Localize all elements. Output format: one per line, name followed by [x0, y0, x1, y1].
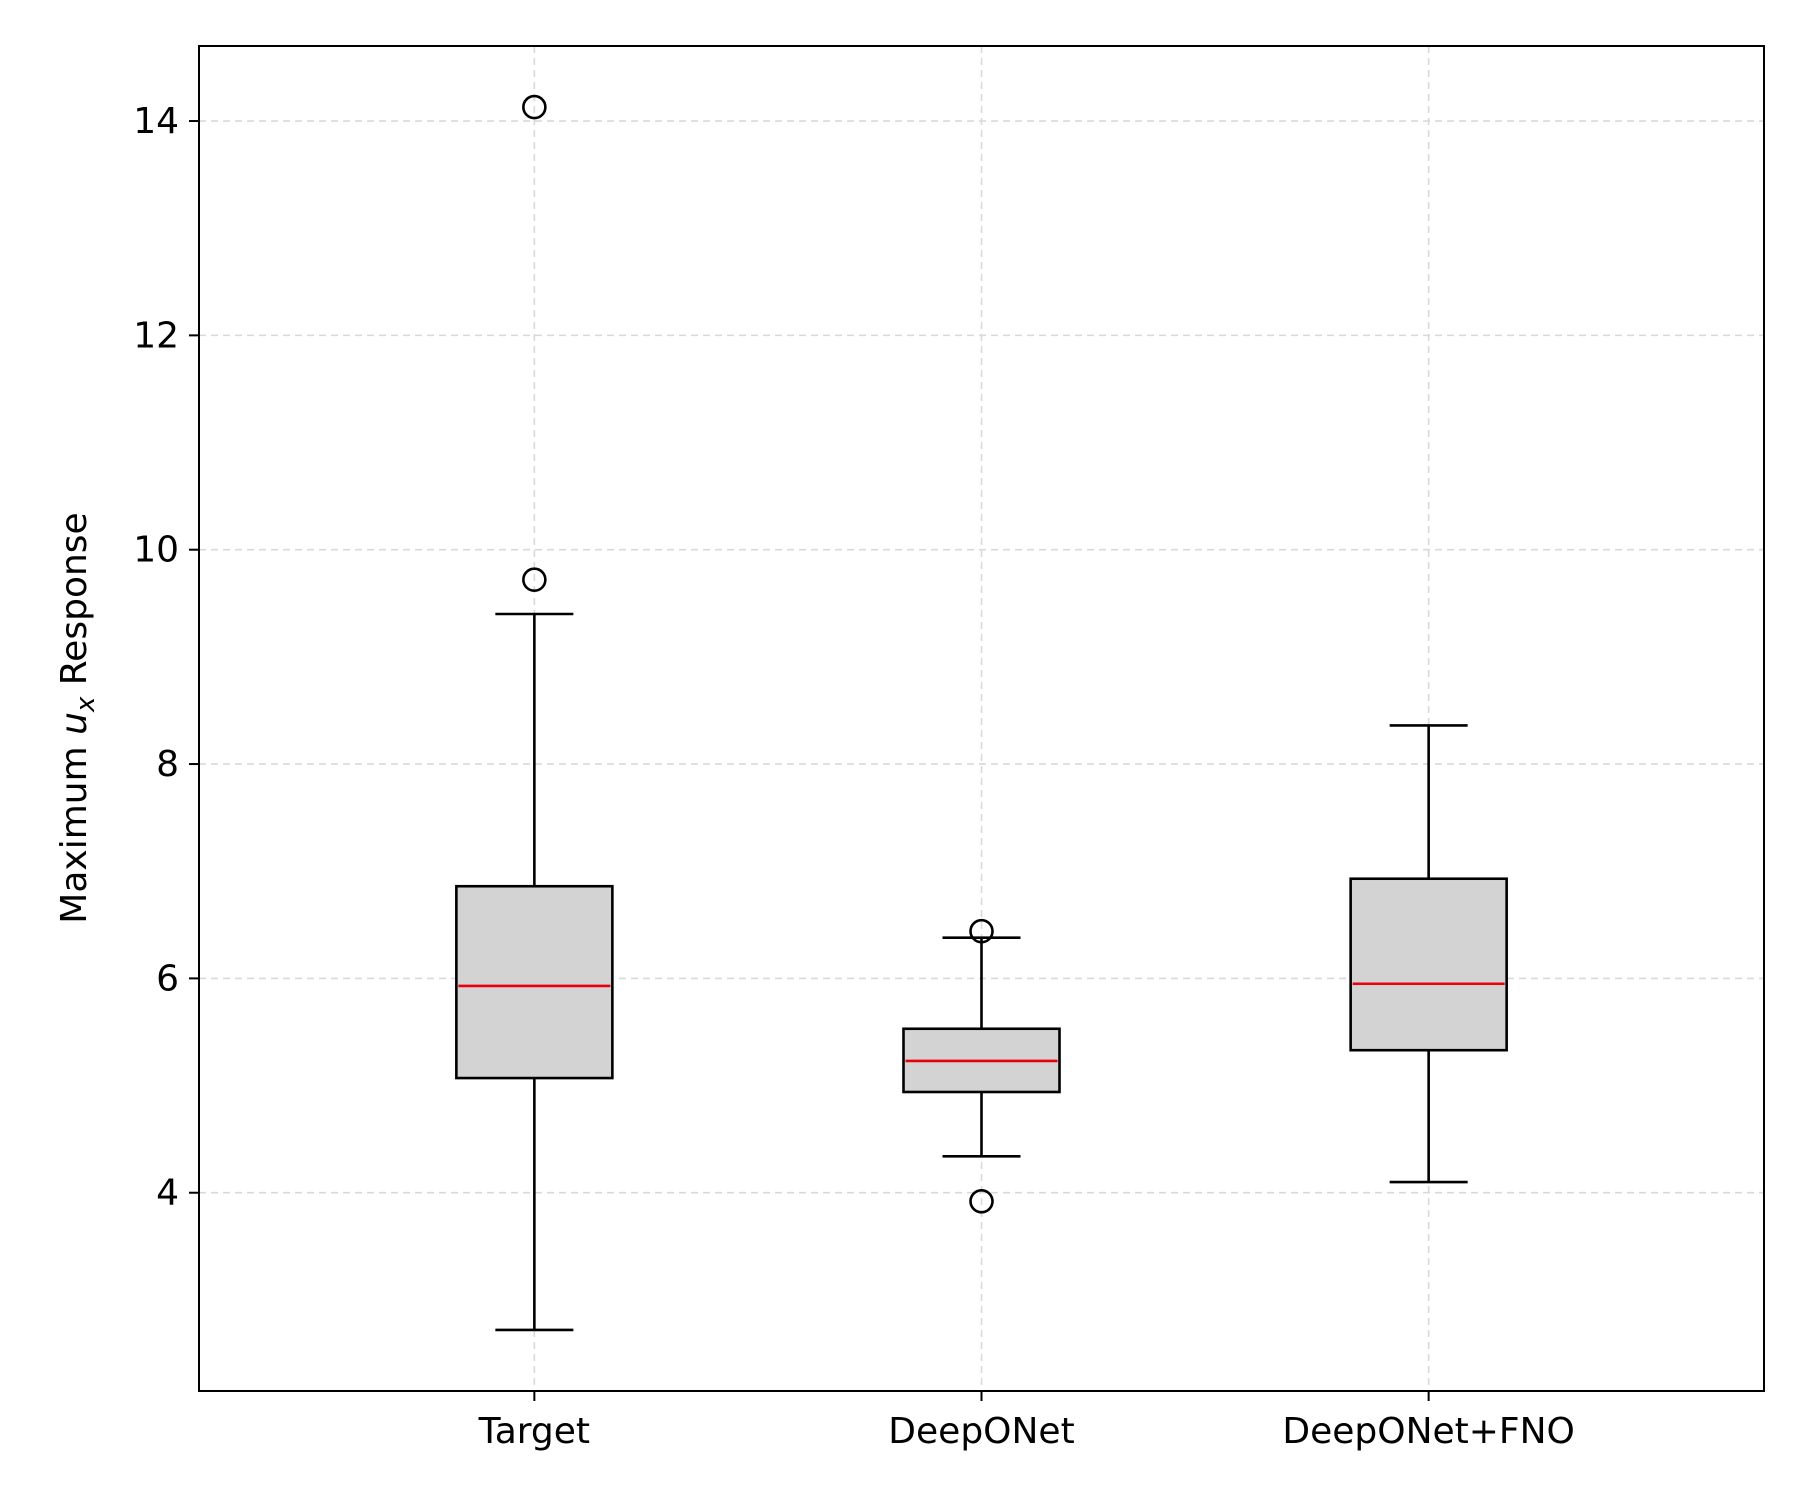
y-axis-label: Maximum ux Response: [54, 512, 101, 923]
outlier-point: [969, 1189, 994, 1214]
y-tick-label: 12: [133, 315, 179, 356]
outlier-point: [522, 94, 547, 120]
box-series: [455, 94, 1508, 1332]
box-deeponet: [902, 918, 1061, 1214]
iqr-box: [455, 884, 614, 1080]
y-tick-label: 6: [156, 958, 179, 999]
box-target: [455, 94, 614, 1332]
y-tick-label: 4: [156, 1173, 179, 1214]
x-tick-label: DeepONet: [888, 1411, 1074, 1452]
box-deeponet-fno: [1349, 724, 1508, 1184]
y-tick-label: 8: [156, 744, 179, 785]
y-tick-label: 10: [133, 530, 179, 571]
outlier-point: [522, 567, 547, 593]
outlier-point: [969, 918, 994, 944]
iqr-box: [1349, 877, 1508, 1052]
x-tick-label: DeepONet+FNO: [1282, 1411, 1575, 1452]
y-tick-label: 14: [133, 101, 179, 142]
x-tick-label: Target: [478, 1411, 590, 1452]
axis-ticks: 4 6 8 10 12 14 Target DeepONet DeepONet+FNO: [133, 101, 1575, 1452]
